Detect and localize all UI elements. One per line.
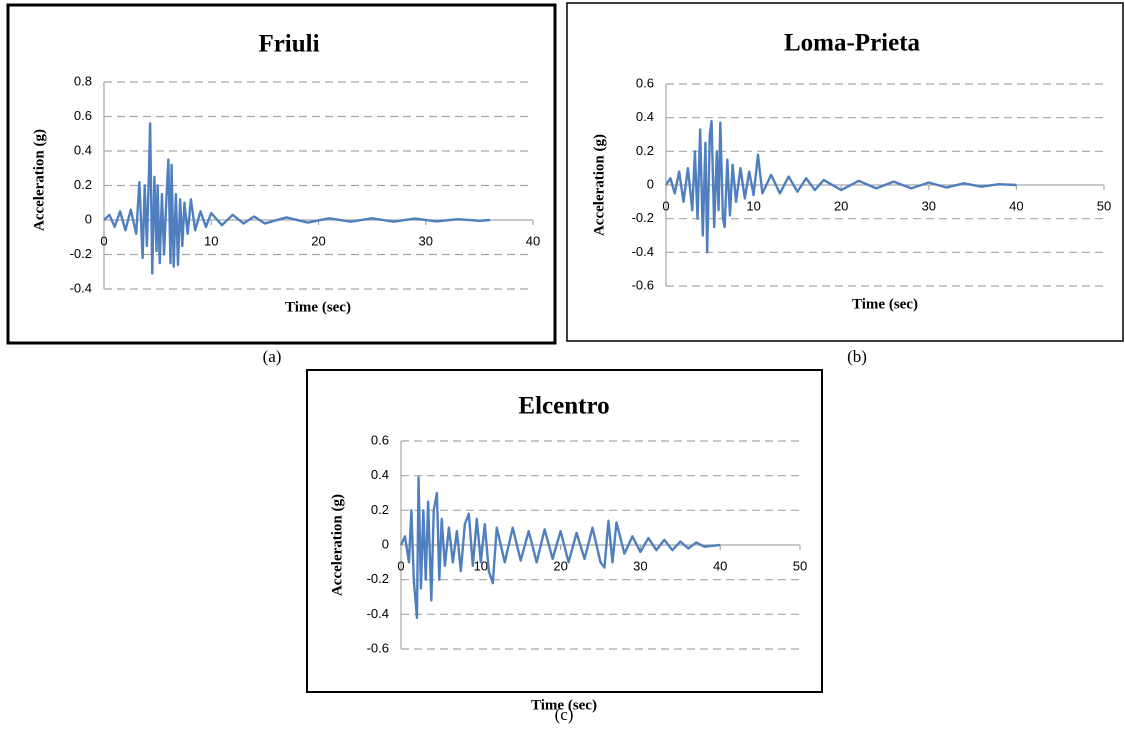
- y-tick-label: 0.4: [371, 467, 389, 482]
- data-line: [664, 119, 1017, 254]
- y-tick-label: 0.2: [371, 502, 389, 517]
- data-line: [103, 122, 491, 275]
- chart-title: Elcentro: [518, 393, 609, 420]
- y-tick-label: -0.4: [70, 280, 92, 295]
- chart-title: Friuli: [258, 31, 319, 58]
- x-tick-label: 10: [204, 233, 218, 248]
- y-tick-label: 0.4: [74, 142, 92, 157]
- y-tick-label: 0.6: [74, 108, 92, 123]
- x-tick-label: 50: [793, 558, 807, 573]
- y-axis-label: Acceleration (g): [329, 494, 345, 596]
- y-tick-label: 0.4: [636, 109, 654, 124]
- x-tick-label: 20: [553, 558, 567, 573]
- x-tick-label: 40: [713, 558, 727, 573]
- y-tick-label: 0.2: [636, 143, 654, 158]
- x-tick-label: 0: [397, 558, 404, 573]
- x-tick-label: 20: [311, 233, 325, 248]
- y-tick-label: -0.4: [632, 244, 654, 259]
- chart-title: Loma-Prieta: [784, 30, 921, 57]
- panel-label: (b): [847, 347, 867, 366]
- y-axis-label: Acceleration (g): [31, 129, 47, 231]
- y-tick-label: 0: [85, 211, 92, 226]
- y-tick-label: 0.8: [74, 73, 92, 88]
- chart-panel: -0.4 -0.2 0 0.2 0.4 0.6 0.8 0 10 20 30 40 Friuli Time…: [6, 3, 557, 345]
- y-axis-label: Acceleration (g): [591, 134, 607, 236]
- x-tick-label: 30: [419, 233, 433, 248]
- panel-label: (a): [263, 347, 282, 366]
- x-tick-label: 30: [633, 558, 647, 573]
- y-tick-label: 0.6: [371, 432, 389, 447]
- x-axis-label: Time (sec): [285, 299, 351, 315]
- x-tick-label: 40: [1009, 198, 1023, 213]
- chart-border: [566, 2, 1124, 342]
- y-tick-label: -0.2: [70, 246, 92, 261]
- data-line: [399, 476, 721, 619]
- x-tick-label: 30: [922, 198, 936, 213]
- y-tick-label: -0.2: [632, 210, 654, 225]
- panel-label: (c): [555, 705, 574, 724]
- chart-border: [6, 3, 557, 345]
- y-tick-label: -0.2: [367, 571, 389, 586]
- y-tick-label: -0.6: [367, 640, 389, 655]
- chart-panel: -0.6 -0.4 -0.2 0 0.2 0.4 0.6 0 10 20 30 40 50 Loma-Pr…: [566, 2, 1124, 342]
- x-tick-label: 10: [474, 558, 488, 573]
- y-tick-label: 0: [382, 536, 389, 551]
- x-tick-label: 40: [526, 233, 540, 248]
- x-axis-label: Time (sec): [852, 296, 918, 312]
- x-axis-label: Time (sec): [531, 697, 597, 713]
- chart-border: [306, 369, 823, 693]
- x-tick-label: 0: [662, 198, 669, 213]
- y-tick-label: 0: [647, 176, 654, 191]
- y-tick-label: 0.6: [636, 75, 654, 90]
- y-tick-label: 0.2: [74, 177, 92, 192]
- x-tick-label: 10: [746, 198, 760, 213]
- x-tick-label: 20: [834, 198, 848, 213]
- chart-panel: -0.6 -0.4 -0.2 0 0.2 0.4 0.6 0 10 20 30 40 50 Elcentr…: [306, 369, 823, 713]
- y-tick-label: -0.6: [632, 277, 654, 292]
- x-tick-label: 50: [1097, 198, 1111, 213]
- y-tick-label: -0.4: [367, 606, 389, 621]
- x-tick-label: 0: [100, 233, 107, 248]
